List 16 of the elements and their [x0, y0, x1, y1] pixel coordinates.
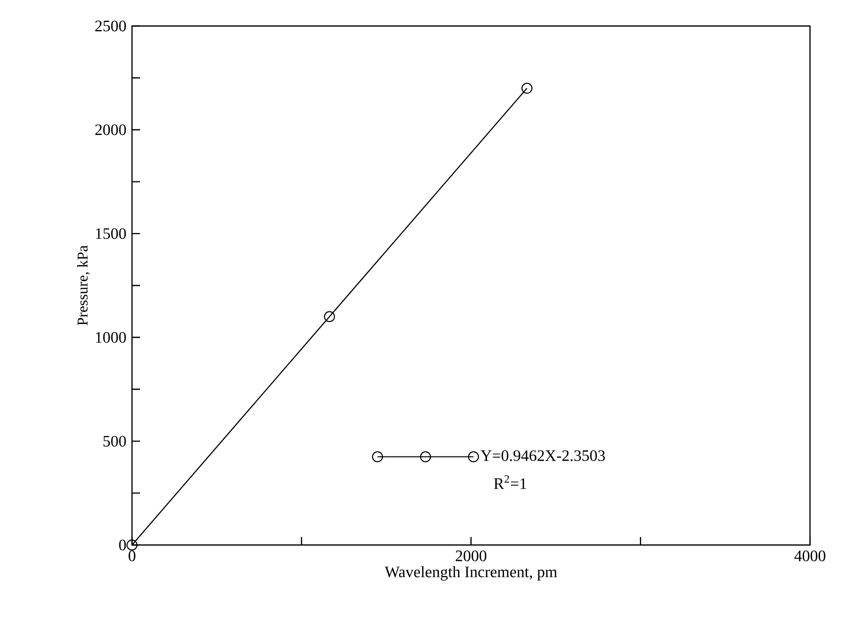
y-tick-label: 500: [104, 436, 126, 447]
legend-label: Y=0.9462X-2.3503: [480, 450, 605, 462]
y-tick-label: 2000: [95, 124, 126, 136]
point: [324, 311, 335, 322]
x-axis-title: Wavelength Increment, pm: [384, 566, 558, 581]
point: [521, 82, 532, 94]
y-tick-label: 0: [119, 540, 126, 550]
point: [126, 539, 138, 550]
y-tick-label: 2500: [95, 20, 126, 32]
y-tick-label: 1000: [96, 332, 126, 343]
x-tick-label: 4000: [794, 550, 826, 562]
x-tick-label: 2000: [456, 550, 486, 562]
x-tick-label: 0: [128, 550, 136, 562]
annotation: R$^{2}$=1: [494, 475, 526, 489]
y-tick-label: 1500: [96, 228, 126, 239]
y-axis-title: Pressure, kPa: [77, 245, 90, 326]
